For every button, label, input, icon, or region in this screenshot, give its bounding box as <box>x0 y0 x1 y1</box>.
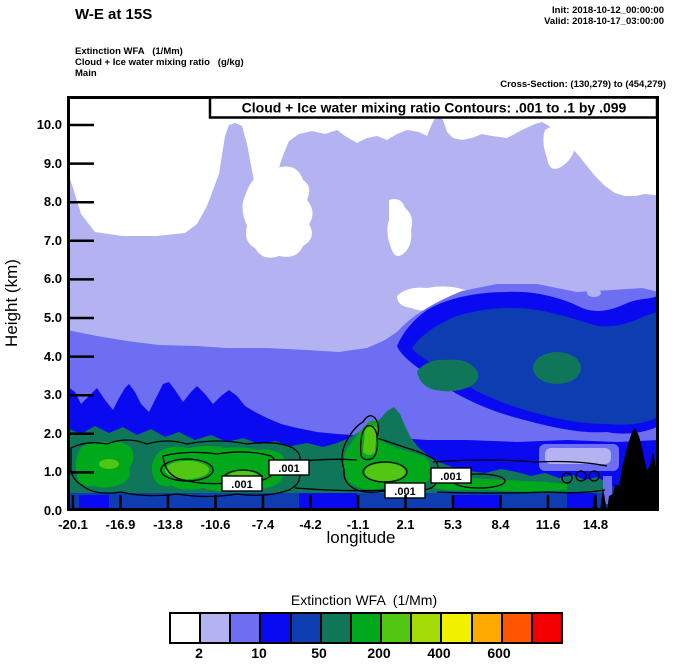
y-tick-label: 4.0 <box>43 348 62 364</box>
white-hole-2 <box>387 199 413 256</box>
colorbar-cell <box>201 614 232 642</box>
colorbar-cell <box>502 614 533 642</box>
cross-section-plot: .001 .001 .001 .001 <box>67 96 659 511</box>
colorbar-cell <box>351 614 383 642</box>
x-tick-label: 14.8 <box>582 517 609 532</box>
contour-label-4: .001 <box>384 482 426 499</box>
lavender-pocket <box>545 448 611 464</box>
white-hole-1 <box>242 166 313 258</box>
x-tick-label: 5.3 <box>443 517 463 532</box>
svg-text:.001: .001 <box>278 463 299 475</box>
colorbar-cell <box>472 614 503 642</box>
x-tick-label: -13.8 <box>153 517 183 532</box>
x-tick-label: 2.1 <box>396 517 415 532</box>
teal-blob-1 <box>417 359 479 392</box>
y-axis-title: Height (km) <box>2 259 21 347</box>
blue-patch-3 <box>454 495 499 508</box>
lavender-dot-on-mass <box>587 289 601 297</box>
x-tick-label: -16.9 <box>105 517 136 532</box>
axis-ticks <box>70 123 597 509</box>
colorbar-tick-label: 10 <box>251 645 267 661</box>
y-tick-label: 0.0 <box>43 503 62 518</box>
plot-title-box: Cloud + Ice water mixing ratio Contours:… <box>208 96 659 119</box>
colorbar-tick-label: 600 <box>487 645 511 661</box>
bright-green-1 <box>165 461 209 479</box>
x-tick-label: -10.6 <box>200 517 231 532</box>
contour-label-1: .001 <box>268 459 310 476</box>
x-tick-label: -1.1 <box>346 517 370 532</box>
y-tick-label: 10.0 <box>36 117 62 132</box>
x-tick-label: -7.4 <box>251 517 275 532</box>
svg-text:.001: .001 <box>440 471 461 483</box>
bright-green-column <box>363 425 377 455</box>
contour-label-2: .001 <box>221 475 263 492</box>
init-timestamp: Init: 2018-10-12_00:00:00 <box>552 5 664 16</box>
terrain-mountain <box>607 428 659 511</box>
colorbar <box>169 612 563 644</box>
field-label-domain: Main <box>75 68 97 79</box>
y-tick-label: 9.0 <box>43 155 62 171</box>
contour-label-3: .001 <box>430 467 472 484</box>
svg-text:.001: .001 <box>231 479 252 491</box>
blue-patch-4 <box>567 493 597 508</box>
colorbar-cell <box>532 614 562 642</box>
x-tick-label: -20.1 <box>58 517 88 532</box>
y-tick-label: 2.0 <box>43 425 62 441</box>
bright-green-3 <box>365 463 405 481</box>
colorbar-cell <box>291 614 322 642</box>
blue-patch-1 <box>79 495 109 508</box>
purple-sliver <box>603 476 612 504</box>
y-tick-label: 6.0 <box>43 271 62 287</box>
colorbar-cell <box>412 614 443 642</box>
field-label-mixing-ratio: Cloud + Ice water mixing ratio (g/kg) <box>75 57 244 68</box>
colorbar-tick-label: 50 <box>311 645 327 661</box>
page-title: W-E at 15S <box>75 6 153 23</box>
x-axis-title: longitude <box>326 528 396 547</box>
colorbar-cell <box>321 614 352 642</box>
valid-timestamp: Valid: 2018-10-17_03:00:00 <box>544 16 664 27</box>
colorbar-tick-label: 2 <box>195 645 203 661</box>
colorbar-cell <box>171 614 202 642</box>
cross-section-coords: Cross-Section: (130,279) to (454,279) <box>500 79 666 90</box>
fill-regions <box>67 96 659 511</box>
colorbar-tick-label: 400 <box>427 645 451 661</box>
contour-labels: .001 .001 .001 .001 <box>221 459 472 499</box>
blue-patch-2 <box>299 493 357 509</box>
y-tick-label: 3.0 <box>43 387 62 403</box>
y-tick-label: 1.0 <box>43 464 62 480</box>
y-tick-label: 8.0 <box>43 194 62 210</box>
y-tick-label: 7.0 <box>43 232 62 248</box>
bright-green-4 <box>99 459 119 469</box>
white-hole-4 <box>543 125 576 169</box>
x-tick-label: 11.6 <box>535 517 561 532</box>
colorbar-cell <box>231 614 262 642</box>
colorbar-tick-label: 200 <box>367 645 391 661</box>
colorbar-cell <box>442 614 473 642</box>
colorbar-cell <box>261 614 292 642</box>
svg-text:.001: .001 <box>394 486 415 498</box>
x-tick-label: -4.2 <box>299 517 322 532</box>
colorbar-cell <box>382 614 413 642</box>
x-tick-label: 8.4 <box>491 517 510 532</box>
field-label-extinction: Extinction WFA (1/Mm) <box>75 46 183 57</box>
teal-blob-2 <box>533 352 581 384</box>
plot-title: Cloud + Ice water mixing ratio Contours:… <box>242 100 627 116</box>
y-tick-label: 5.0 <box>43 310 62 325</box>
colorbar-title: Extinction WFA (1/Mm) <box>290 592 438 608</box>
